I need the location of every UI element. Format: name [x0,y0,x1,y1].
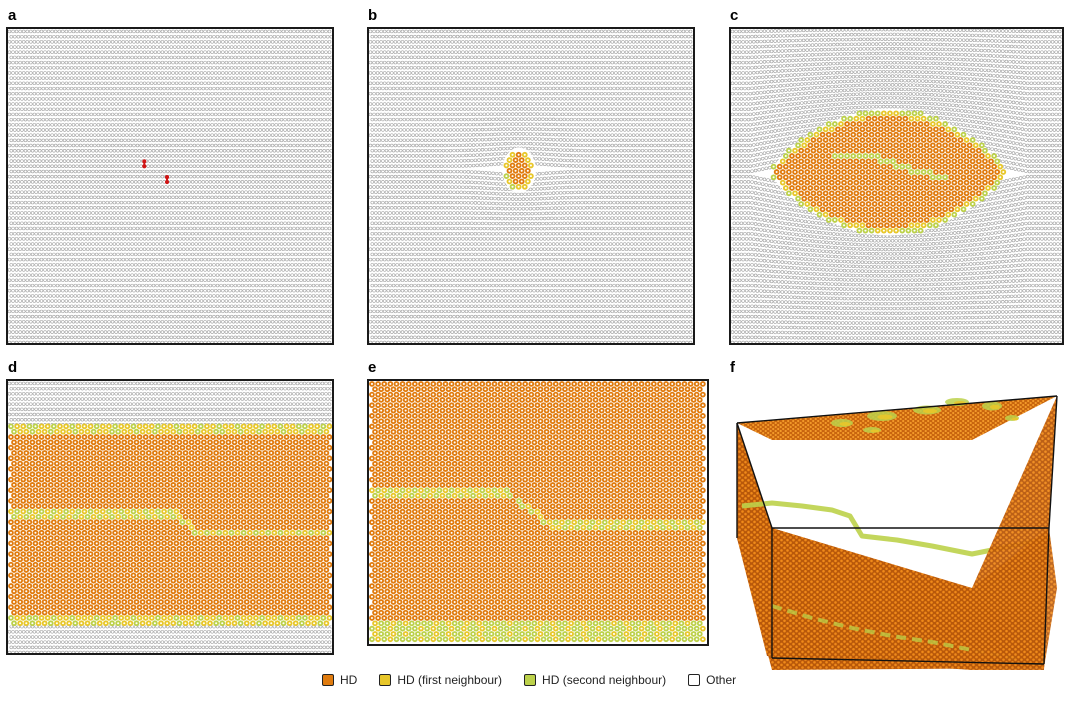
legend-label-hd: HD [340,673,357,687]
panel-f-lattice-cube [736,395,1058,670]
panel-e-lattice [369,381,706,643]
cube-top-face [737,396,1057,440]
legend-swatch-second-neighbour [524,674,537,686]
panel-label-e: e [368,360,376,375]
panel-c-simulation [729,27,1064,345]
panel-f-cube [732,388,1064,670]
panel-b-lattice [369,29,693,343]
lattice-hd-atoms [8,423,332,627]
panel-e-simulation [367,379,709,646]
panel-label-a: a [8,8,16,23]
legend-swatch-hd [322,674,334,686]
legend-swatch-first-neighbour [379,674,392,686]
defect-atoms [142,159,170,185]
panel-c-lattice [731,29,1062,343]
panel-label-c: c [730,8,738,23]
legend-label-other: Other [706,673,736,687]
top-face-neighbour-patches [831,398,1019,433]
panel-d-simulation [6,379,334,655]
panel-label-d: d [8,360,17,375]
legend-item-first-neighbour: HD (first neighbour) [379,673,502,687]
legend-swatch-other [688,674,701,686]
legend-item-second-neighbour: HD (second neighbour) [524,673,666,687]
legend-label-first-neighbour: HD (first neighbour) [397,673,502,687]
legend-item-other: Other [688,673,736,687]
panel-a-lattice [8,29,332,343]
bottom-neighbour-band [771,604,1023,662]
cube-side-face [972,396,1057,670]
lattice-hd-atoms [369,381,706,643]
lattice-other-atoms [8,29,332,343]
legend-item-hd: HD [322,673,357,687]
lattice-hd-atoms [770,110,1007,234]
panel-a-simulation [6,27,334,345]
legend-label-second-neighbour: HD (second neighbour) [542,673,666,687]
panel-label-f: f [730,360,735,375]
panel-d-lattice [8,381,332,653]
panel-b-simulation [367,27,695,345]
cube-edges [736,395,1058,665]
panel-label-b: b [368,8,377,23]
lattice-other-atoms [369,29,693,343]
lattice-hd-atoms [503,151,534,190]
legend: HD HD (first neighbour) HD (second neigh… [322,671,736,689]
grain-boundary-band [741,500,1051,557]
